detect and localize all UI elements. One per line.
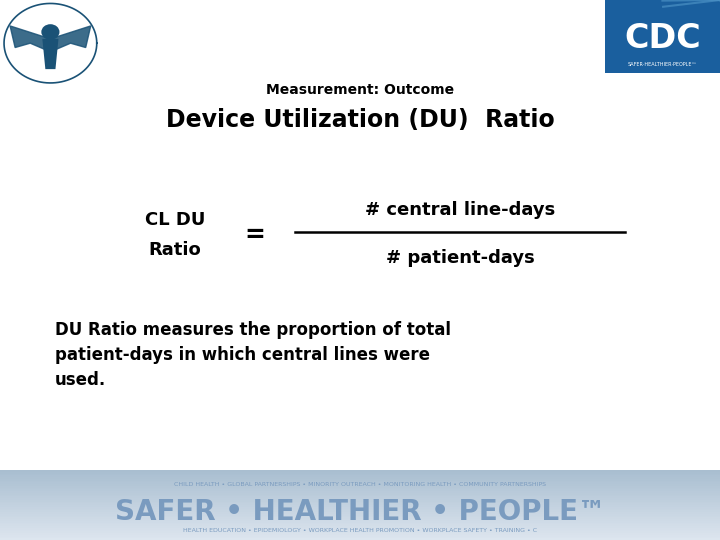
Bar (0, 531, 720, 533)
Bar (0, 526, 720, 528)
Circle shape (41, 24, 60, 40)
Bar (0, 479, 720, 481)
Bar (0, 538, 720, 540)
Bar (0, 510, 720, 512)
Bar (0, 498, 720, 500)
Bar (0, 528, 720, 530)
Polygon shape (50, 26, 91, 52)
Bar (0, 477, 720, 479)
Bar (0, 505, 720, 507)
Bar (0, 516, 720, 517)
Text: DU Ratio measures the proportion of total: DU Ratio measures the proportion of tota… (55, 321, 451, 339)
Bar (0, 495, 720, 496)
Bar (0, 514, 720, 516)
Text: patient-days in which central lines were: patient-days in which central lines were (55, 346, 430, 364)
Text: Ratio: Ratio (148, 241, 202, 259)
Text: # patient-days: # patient-days (386, 249, 534, 267)
Text: CDC: CDC (624, 22, 701, 56)
Bar (0, 489, 720, 491)
Bar (605, 0, 720, 73)
Bar (0, 486, 720, 488)
Bar (0, 530, 720, 531)
Bar (0, 491, 720, 492)
Bar (0, 474, 720, 475)
Bar (0, 512, 720, 514)
Bar (0, 472, 720, 474)
Bar (0, 509, 720, 510)
Text: CHILD HEALTH • GLOBAL PARTNERSHIPS • MINORITY OUTREACH • MONITORING HEALTH • COM: CHILD HEALTH • GLOBAL PARTNERSHIPS • MIN… (174, 483, 546, 488)
Bar (0, 535, 720, 537)
Text: Device Utilization (DU)  Ratio: Device Utilization (DU) Ratio (166, 108, 554, 132)
Bar (0, 521, 720, 523)
Text: Measurement: Outcome: Measurement: Outcome (266, 83, 454, 97)
Bar (0, 496, 720, 498)
Bar (0, 488, 720, 489)
Bar (0, 481, 720, 482)
Bar (0, 537, 720, 538)
Bar (0, 482, 720, 484)
Bar (0, 484, 720, 486)
Bar (0, 470, 720, 472)
Polygon shape (42, 39, 58, 69)
Text: CL DU: CL DU (145, 211, 205, 229)
Text: SAFER·HEALTHIER·PEOPLE™: SAFER·HEALTHIER·PEOPLE™ (628, 62, 697, 68)
Text: HEALTH EDUCATION • EPIDEMIOLOGY • WORKPLACE HEALTH PROMOTION • WORKPLACE SAFETY : HEALTH EDUCATION • EPIDEMIOLOGY • WORKPL… (183, 528, 537, 532)
Text: =: = (245, 223, 266, 247)
Text: # central line-days: # central line-days (365, 201, 555, 219)
Bar (0, 524, 720, 526)
Bar (0, 507, 720, 509)
Text: SAFER • HEALTHIER • PEOPLE™: SAFER • HEALTHIER • PEOPLE™ (114, 498, 606, 526)
Bar (0, 492, 720, 495)
Bar (0, 533, 720, 535)
Bar (0, 517, 720, 519)
Bar (0, 502, 720, 503)
Polygon shape (10, 26, 50, 52)
Bar (0, 475, 720, 477)
Bar (0, 503, 720, 505)
Bar (0, 519, 720, 521)
Bar (0, 523, 720, 524)
Text: used.: used. (55, 371, 107, 389)
Bar (0, 500, 720, 502)
